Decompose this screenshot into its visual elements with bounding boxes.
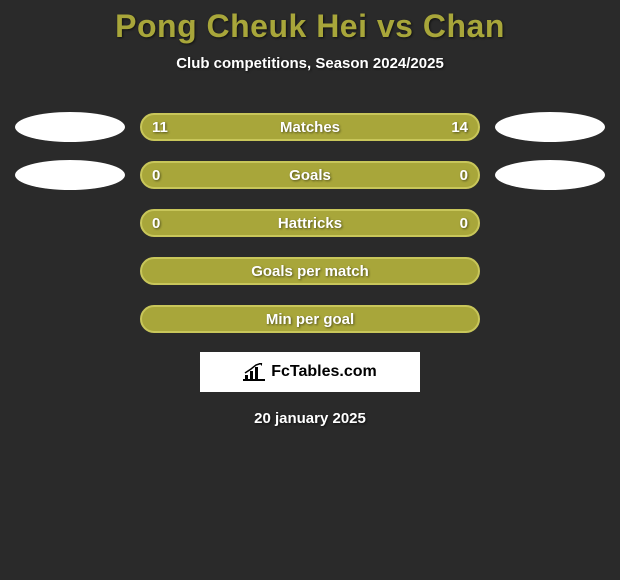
spacer <box>480 304 610 334</box>
spacer <box>10 256 140 286</box>
stat-row: 0 Hattricks 0 <box>0 208 620 238</box>
stat-right-value: 0 <box>460 167 468 184</box>
stats-card: Pong Cheuk Hei vs Chan Club competitions… <box>0 0 620 427</box>
stat-label: Goals <box>289 167 331 184</box>
page-title: Pong Cheuk Hei vs Chan <box>0 8 620 45</box>
spacer <box>480 256 610 286</box>
stat-row: 0 Goals 0 <box>0 160 620 190</box>
stat-row: Goals per match <box>0 256 620 286</box>
stat-bar: 11 Matches 14 <box>140 113 480 141</box>
stat-row: Min per goal <box>0 304 620 334</box>
stat-bar: Goals per match <box>140 257 480 285</box>
stat-label: Min per goal <box>266 311 354 328</box>
stat-label: Matches <box>280 119 340 136</box>
stat-left-value: 0 <box>152 167 160 184</box>
spacer <box>10 208 140 238</box>
stat-rows: 11 Matches 14 0 Goals 0 0 Hattricks 0 Goals per m… <box>0 112 620 334</box>
subtitle: Club competitions, Season 2024/2025 <box>0 55 620 72</box>
spacer <box>480 208 610 238</box>
stat-left-value: 11 <box>152 119 168 136</box>
stat-right-value: 14 <box>451 119 468 136</box>
stat-bar: 0 Goals 0 <box>140 161 480 189</box>
spacer <box>10 304 140 334</box>
stat-right-value: 0 <box>460 215 468 232</box>
chart-icon <box>243 363 265 381</box>
brand-logo-text: FcTables.com <box>271 363 377 381</box>
snapshot-date: 20 january 2025 <box>0 410 620 427</box>
player-right-marker <box>495 160 605 190</box>
stat-bar: 0 Hattricks 0 <box>140 209 480 237</box>
stat-bar: Min per goal <box>140 305 480 333</box>
stat-label: Hattricks <box>278 215 342 232</box>
stat-left-value: 0 <box>152 215 160 232</box>
player-left-marker <box>15 112 125 142</box>
brand-logo[interactable]: FcTables.com <box>200 352 420 392</box>
player-left-marker <box>15 160 125 190</box>
stat-label: Goals per match <box>251 263 369 280</box>
stat-row: 11 Matches 14 <box>0 112 620 142</box>
player-right-marker <box>495 112 605 142</box>
